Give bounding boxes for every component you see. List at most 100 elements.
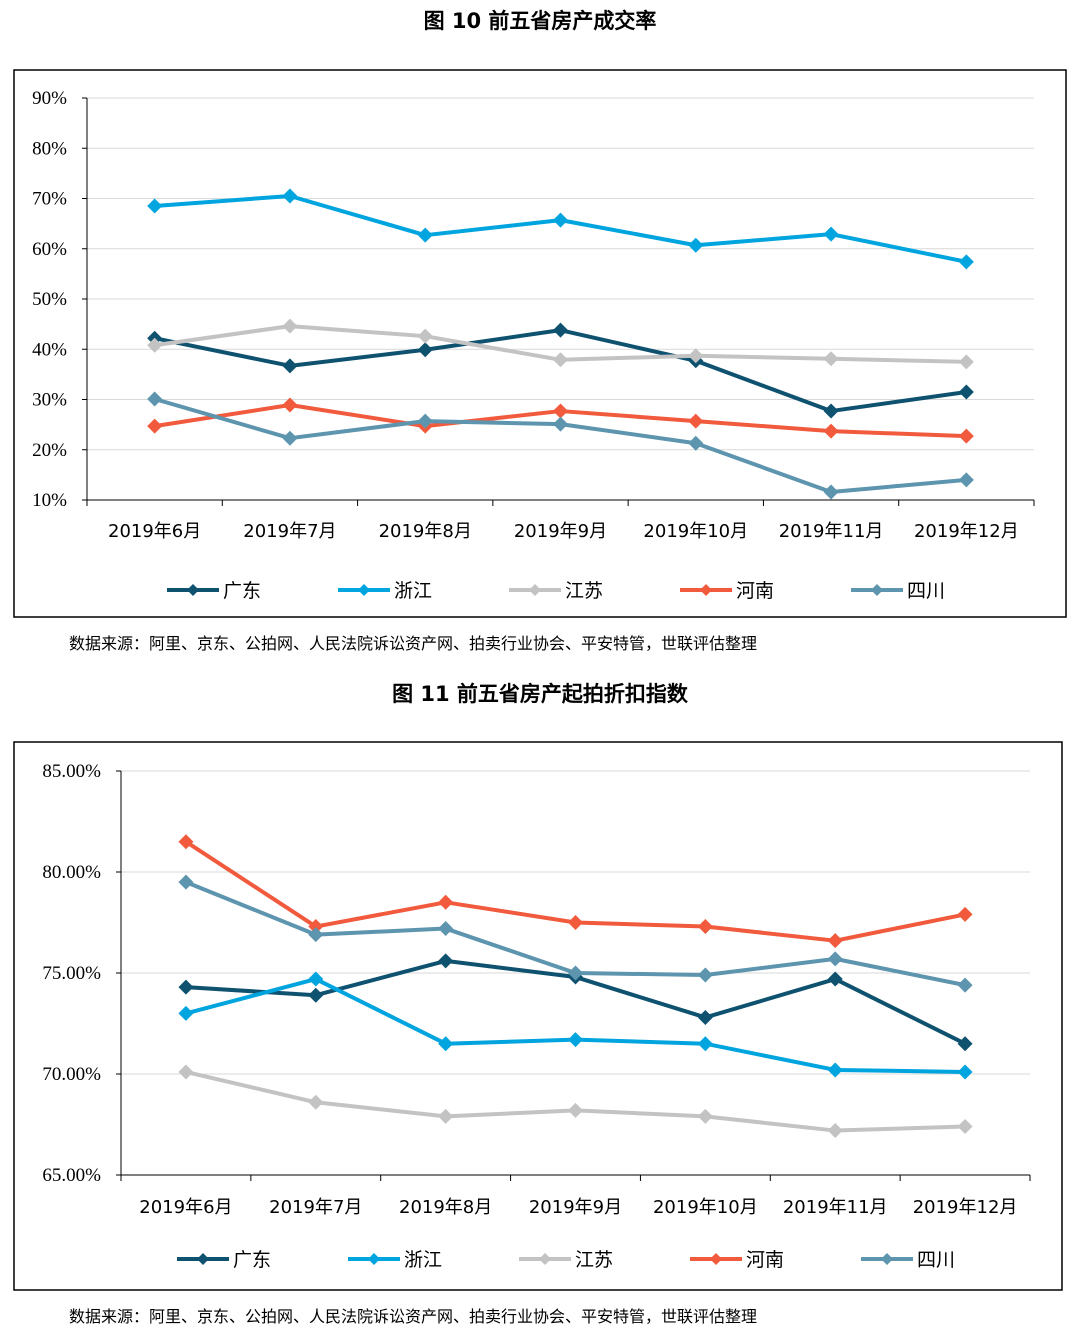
data-point [282, 188, 298, 204]
x-tick-label: 2019年10月 [653, 1197, 758, 1218]
data-point [688, 413, 704, 429]
legend-label: 江苏 [575, 1249, 613, 1271]
series-江苏 [147, 318, 974, 370]
y-tick-label: 90% [32, 88, 67, 109]
legend-item: 四川 [861, 1249, 955, 1271]
data-point [958, 472, 974, 488]
data-point [827, 933, 843, 949]
data-point [308, 919, 324, 935]
y-tick-label: 80% [32, 138, 67, 159]
data-point [178, 834, 194, 850]
data-point [823, 484, 839, 500]
series-江苏 [178, 1064, 973, 1139]
chart-title: 图 10 前五省房产成交率 [424, 9, 657, 33]
x-tick-label: 2019年11月 [783, 1197, 888, 1218]
data-point [308, 1094, 324, 1110]
data-point [438, 1036, 454, 1052]
data-point [688, 348, 704, 364]
legend-label: 四川 [917, 1249, 955, 1271]
data-point [957, 977, 973, 993]
data-point [147, 337, 163, 353]
data-point [568, 965, 583, 981]
legend-item: 浙江 [348, 1249, 442, 1271]
legend-label: 河南 [746, 1249, 784, 1271]
y-tick-label: 60% [32, 239, 67, 260]
data-point [568, 1102, 583, 1118]
data-point [958, 354, 974, 370]
x-tick-label: 2019年12月 [913, 1197, 1018, 1218]
legend-label: 浙江 [404, 1249, 442, 1271]
data-point [958, 384, 974, 400]
data-point [282, 397, 298, 413]
data-point [308, 927, 324, 943]
data-point [823, 226, 839, 242]
legend-swatch-marker [700, 584, 712, 596]
series-河南 [178, 834, 973, 949]
source-note: 数据来源：阿里、京东、公拍网、人民法院诉讼资产网、拍卖行业协会、平安特管，世联评… [69, 1307, 757, 1326]
data-point [417, 227, 433, 243]
data-point [688, 435, 704, 451]
data-point [438, 1108, 454, 1124]
legend-swatch-marker [529, 584, 541, 596]
source-note: 数据来源：阿里、京东、公拍网、人民法院诉讼资产网、拍卖行业协会、平安特管，世联评… [69, 634, 757, 653]
legend-label: 广东 [223, 580, 261, 602]
data-point [568, 1032, 583, 1048]
chart-title: 图 11 前五省房产起拍折扣指数 [392, 682, 689, 706]
legend-item: 广东 [177, 1249, 271, 1271]
data-point [308, 987, 324, 1003]
legend-swatch-marker [710, 1253, 722, 1265]
data-point [417, 328, 433, 344]
data-point [282, 430, 298, 446]
data-point [827, 1062, 843, 1078]
data-point [823, 423, 839, 439]
data-point [568, 915, 583, 930]
legend-swatch-marker [871, 584, 883, 596]
legend-label: 浙江 [394, 580, 432, 602]
series-四川 [147, 391, 974, 500]
x-tick-label: 2019年6月 [108, 521, 201, 542]
x-tick-label: 2019年11月 [779, 521, 884, 542]
y-tick-label: 40% [32, 339, 67, 360]
legend-item: 江苏 [509, 580, 603, 602]
data-point [823, 351, 839, 367]
legend-swatch-marker [539, 1253, 551, 1265]
data-point [688, 237, 704, 253]
chart-1: 图 10 前五省房产成交率 10% 20% 30% 40% 50% 60% 70% 80% 90%… [13, 9, 1067, 618]
legend-swatch-marker [197, 1253, 209, 1265]
data-point [438, 921, 454, 937]
legend-item: 河南 [680, 580, 774, 602]
data-point [417, 342, 433, 358]
y-tick-label: 70% [32, 189, 67, 210]
series-四川 [178, 874, 973, 993]
data-point [827, 971, 843, 987]
y-tick-label: 70.00% [42, 1064, 101, 1085]
series-浙江 [147, 188, 974, 270]
x-tick-label: 2019年12月 [914, 521, 1019, 542]
data-point [697, 1036, 713, 1052]
y-tick-label: 30% [32, 390, 67, 411]
data-point [697, 1108, 713, 1124]
y-tick-label: 75.00% [42, 963, 101, 984]
data-point [958, 428, 974, 444]
legend-label: 江苏 [565, 580, 603, 602]
data-point [957, 906, 973, 922]
y-tick-label: 85.00% [42, 761, 101, 782]
y-tick-label: 10% [32, 490, 67, 511]
data-point [553, 352, 568, 368]
data-point [957, 1064, 973, 1080]
data-point [178, 1005, 194, 1021]
data-point [697, 919, 713, 935]
y-tick-label: 65.00% [42, 1165, 101, 1186]
y-tick-label: 20% [32, 440, 67, 461]
data-point [147, 198, 163, 214]
data-point [827, 951, 843, 967]
y-tick-label: 80.00% [42, 862, 101, 883]
data-point [697, 1009, 713, 1025]
data-point [957, 1036, 973, 1052]
legend-item: 浙江 [338, 580, 432, 602]
data-point [282, 318, 298, 334]
x-tick-label: 2019年8月 [379, 521, 472, 542]
x-tick-label: 2019年10月 [643, 521, 748, 542]
legend-item: 广东 [167, 580, 261, 602]
